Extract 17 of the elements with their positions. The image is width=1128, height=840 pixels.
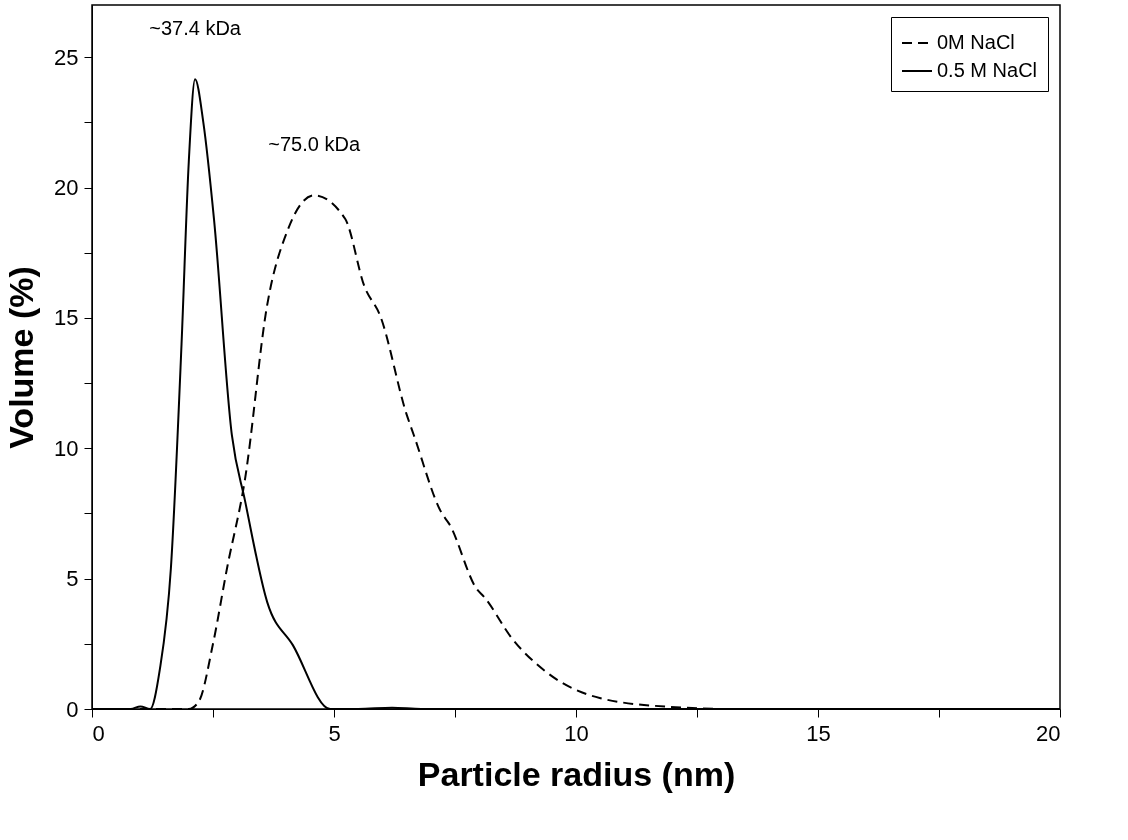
y-tick-label: 20: [54, 175, 79, 201]
y-tick-label: 10: [54, 435, 79, 461]
x-axis-title: Particle radius (nm): [417, 754, 736, 793]
legend-label: 0.5 M NaCl: [937, 59, 1038, 81]
x-tick-label: 15: [806, 720, 831, 746]
x-tick-label: 20: [1036, 720, 1061, 746]
x-tick-label: 10: [564, 720, 589, 746]
annotation: ~37.4 kDa: [149, 17, 242, 40]
y-tick-label: 25: [54, 44, 79, 70]
legend-label: 0M NaCl: [937, 31, 1015, 53]
y-axis-title: Volume (%): [2, 266, 41, 449]
x-tick-label: 0: [92, 720, 105, 746]
y-tick-label: 0: [66, 696, 79, 722]
y-tick-label: 15: [54, 305, 79, 331]
y-tick-label: 5: [66, 566, 79, 592]
annotation: ~75.0 kDa: [268, 133, 361, 156]
x-tick-label: 5: [328, 720, 341, 746]
